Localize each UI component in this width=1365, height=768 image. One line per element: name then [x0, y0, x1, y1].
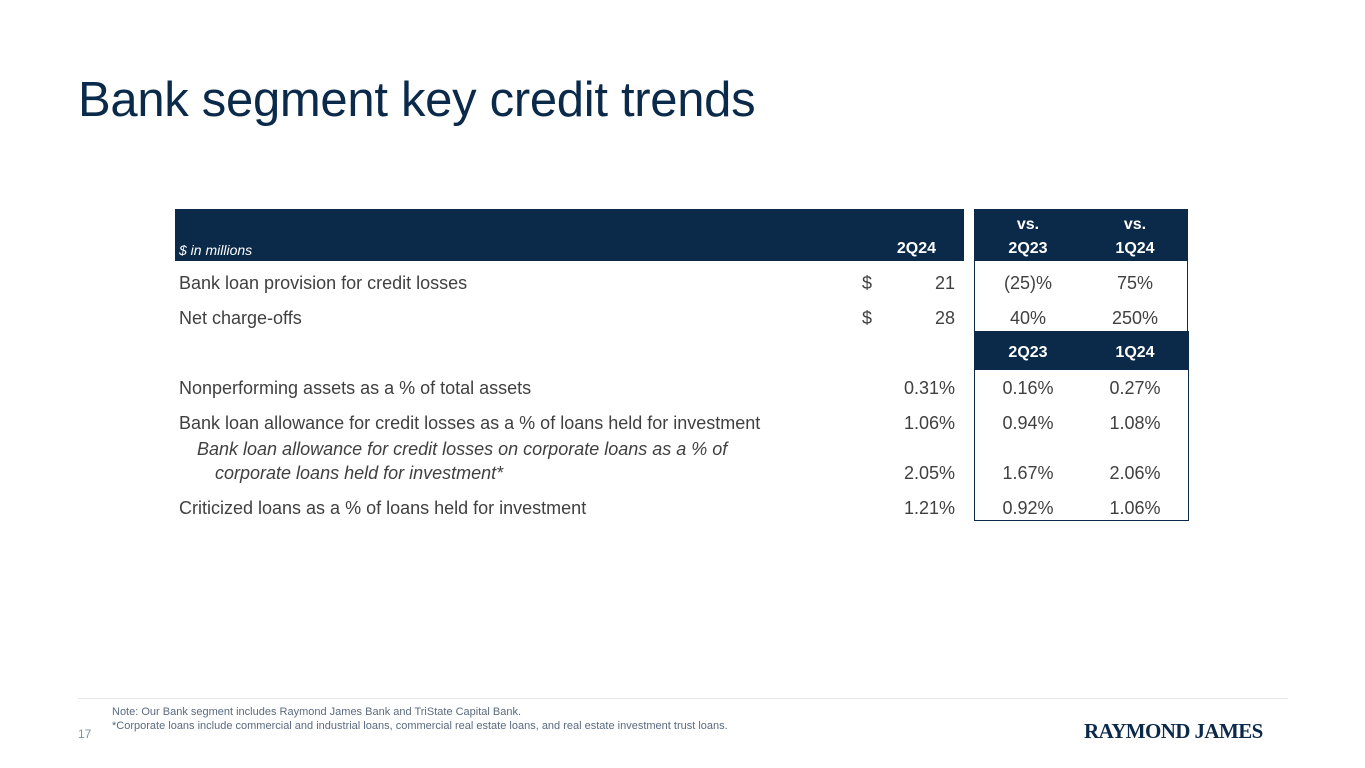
- value-1q24: 1.06%: [1109, 498, 1161, 518]
- header-2q24: 2Q24: [896, 240, 936, 257]
- table-header-band: [175, 209, 964, 261]
- row-label: Net charge-offs: [179, 308, 302, 328]
- footer-footnote: *Corporate loans include commercial and …: [112, 720, 728, 732]
- footer-note: Note: Our Bank segment includes Raymond …: [112, 706, 522, 718]
- subheader-1q24: 1Q24: [1115, 344, 1155, 361]
- raymond-james-logo: RAYMOND JAMES: [1084, 719, 1263, 743]
- header-vs-label-1: vs.: [1016, 216, 1040, 233]
- value-1q24: 0.27%: [1109, 378, 1161, 398]
- value-2q24: 28: [934, 308, 955, 328]
- currency-symbol: $: [862, 308, 873, 328]
- value-2q24: 1.06%: [903, 413, 955, 433]
- page-title: Bank segment key credit trends: [78, 73, 756, 127]
- value-1q24: 2.06%: [1109, 463, 1161, 483]
- value-2q24: 1.21%: [903, 498, 955, 518]
- value-2q24: 2.05%: [903, 463, 955, 483]
- footer-divider: [78, 698, 1288, 699]
- value-vs-2q23: (25)%: [1003, 273, 1052, 293]
- page-number: 17: [78, 727, 92, 741]
- value-2q24: 21: [934, 273, 955, 293]
- value-2q24: 0.31%: [903, 378, 955, 398]
- value-vs-1q24: 75%: [1116, 273, 1154, 293]
- value-2q23: 0.16%: [1002, 378, 1054, 398]
- value-2q23: 0.92%: [1002, 498, 1054, 518]
- row-label: Bank loan provision for credit losses: [179, 273, 468, 293]
- value-2q23: 0.94%: [1002, 413, 1054, 433]
- comparison-column-box: [974, 331, 1189, 521]
- row-label: Criticized loans as a % of loans held fo…: [179, 498, 587, 518]
- value-vs-2q23: 40%: [1009, 308, 1047, 328]
- comparison-box-left-border: [974, 209, 975, 332]
- comparison-box-right-border: [1187, 209, 1188, 332]
- row-label: Nonperforming assets as a % of total ass…: [179, 378, 532, 398]
- currency-symbol: $: [862, 273, 873, 293]
- subheader-2q23: 2Q23: [1008, 344, 1048, 361]
- row-label-line1: Bank loan allowance for credit losses on…: [197, 439, 728, 459]
- header-vs-label-2: vs.: [1123, 216, 1147, 233]
- comparison-subheader-band: [975, 332, 1188, 370]
- units-label: $ in millions: [179, 242, 253, 258]
- value-1q24: 1.08%: [1109, 413, 1161, 433]
- header-1q24: 1Q24: [1115, 240, 1155, 257]
- value-vs-1q24: 250%: [1111, 308, 1159, 328]
- row-label: Bank loan allowance for credit losses as…: [179, 413, 761, 433]
- comparison-header-band: [975, 209, 1188, 261]
- header-2q23: 2Q23: [1008, 240, 1048, 257]
- row-label-line2: corporate loans held for investment*: [215, 463, 504, 483]
- value-2q23: 1.67%: [1002, 463, 1054, 483]
